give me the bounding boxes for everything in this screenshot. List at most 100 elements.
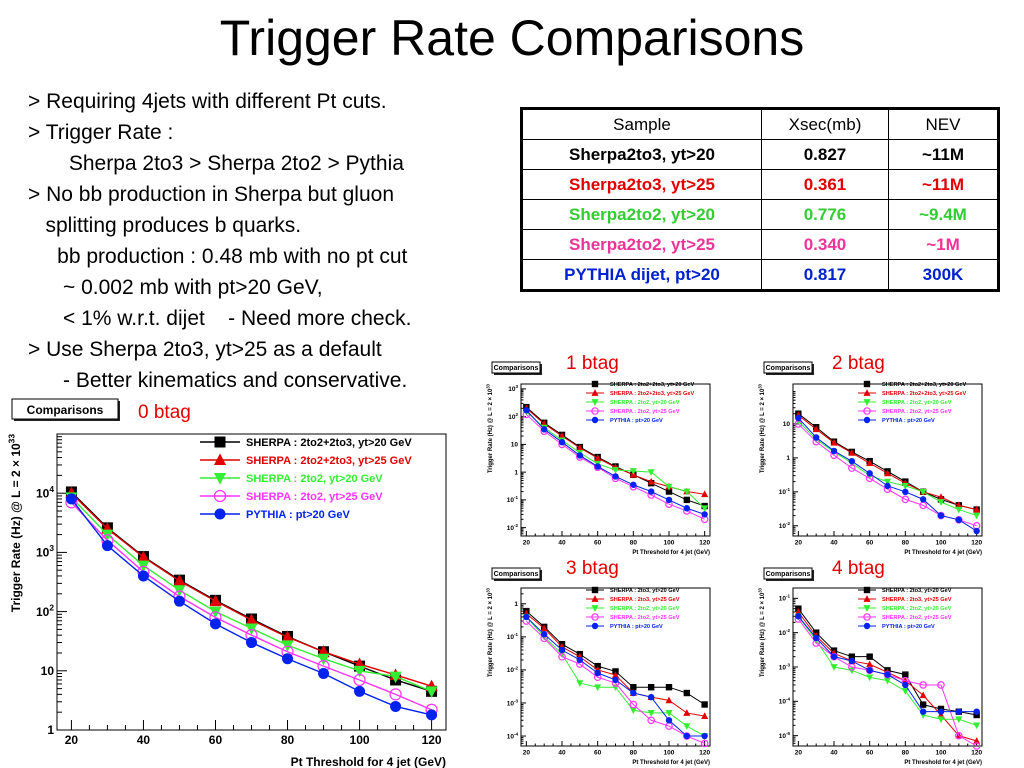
marker-square — [866, 653, 873, 660]
y-tick-label: 10 — [511, 442, 519, 449]
marker-triangle-up — [866, 459, 874, 467]
marker-circle — [830, 447, 838, 455]
y-tick-label: 1 — [786, 455, 790, 462]
table-cell: 0.340 — [761, 229, 889, 260]
marker-triangle-down — [863, 399, 871, 406]
table-cell: ~1M — [888, 229, 999, 260]
comparisons-box-label: Comparisons — [494, 365, 539, 372]
y-tick-label: 10-1 — [507, 495, 519, 504]
cross-section-table: Sample Xsec(mb) NEV Sherpa2to3, yt>20 0.… — [520, 107, 1000, 292]
comparisons-box-label: Comparisons — [494, 571, 539, 578]
series-2 — [65, 492, 438, 698]
marker-circle — [795, 613, 802, 620]
marker-circle — [795, 414, 802, 422]
marker-triangle-up — [812, 425, 820, 433]
y-tick-label: 102 — [36, 602, 54, 618]
marker-triangle-down — [866, 674, 874, 682]
marker-circle — [612, 473, 619, 480]
legend-entry: SHERPA : 2to2, yt>25 GeV — [610, 409, 680, 415]
marker-triangle-down — [591, 399, 599, 406]
y-tick-label: 10-5 — [779, 731, 791, 740]
legend-entry: PYTHIA : pt>20 GeV — [610, 624, 663, 630]
marker-circle — [902, 488, 909, 496]
trigger-rate-plot-1btag: Comparisons 20 40 60 80 100 120 10-2 10-1 1 10 102 1… — [485, 361, 711, 556]
table-row: Sherpa2to2, yt>20 0.776 ~9.4M — [521, 199, 999, 230]
marker-triangle-down — [955, 716, 963, 724]
marker-triangle-up — [794, 608, 802, 615]
series-line — [70, 496, 432, 692]
marker-circle-open — [389, 688, 402, 701]
marker-triangle-down — [937, 499, 945, 506]
marker-circle — [354, 685, 366, 697]
marker-circle — [137, 570, 149, 582]
marker-circle-open — [647, 716, 655, 725]
marker-circle — [919, 496, 927, 503]
marker-triangle-up — [540, 624, 548, 632]
marker-circle-open — [901, 495, 910, 504]
marker-circle — [558, 646, 566, 654]
table-cell: Sherpa2to2, yt>25 — [521, 229, 762, 260]
marker-circle — [683, 732, 691, 740]
marker-triangle-down — [973, 512, 981, 520]
table-cell: ~11M — [888, 169, 999, 200]
marker-triangle-down — [901, 688, 909, 695]
marker-triangle-down — [647, 710, 655, 717]
x-tick-label: 120 — [971, 750, 982, 757]
legend-entry: SHERPA : 2to2, yt>25 GeV — [246, 491, 383, 503]
marker-circle — [955, 708, 963, 715]
marker-circle — [540, 426, 548, 433]
table-header-cell: Xsec(mb) — [761, 108, 889, 140]
table-cell: 300K — [888, 259, 999, 291]
marker-triangle-down — [389, 671, 402, 684]
table-row: Sherpa2to2, yt>25 0.340 ~1M — [521, 229, 999, 260]
comparisons-box — [763, 567, 813, 580]
marker-circle — [630, 689, 637, 697]
bullet-line: < 1% w.r.t. dijet - Need more check. — [28, 307, 412, 330]
marker-triangle-down — [353, 665, 366, 678]
series-line — [526, 411, 705, 509]
marker-triangle-up — [973, 505, 981, 513]
legend-entry: SHERPA : 2to3, yt>25 GeV — [610, 597, 680, 603]
marker-triangle-down — [901, 482, 909, 490]
series-3 — [65, 496, 438, 716]
marker-triangle-up — [955, 501, 963, 509]
y-axis-title: Trigger Rate (Hz) @ L = 2 × 1033 — [757, 383, 766, 473]
trigger-rate-plot-4btag: Comparisons 20 40 60 80 100 120 10-5 10-4 10-3 10-… — [757, 567, 983, 766]
marker-triangle-down — [973, 722, 981, 730]
marker-square — [683, 689, 691, 697]
series-0 — [795, 605, 980, 719]
marker-triangle-down — [629, 707, 637, 715]
marker-circle — [884, 482, 891, 490]
x-tick-label: 60 — [594, 750, 602, 757]
plot-label-0btag: 0 btag — [138, 402, 191, 423]
marker-triangle-down — [665, 710, 673, 717]
marker-circle — [937, 708, 945, 715]
legend-entry: SHERPA : 2to2, yt>20 GeV — [246, 473, 383, 485]
y-tick-label: 10-2 — [779, 521, 791, 530]
x-tick-label: 100 — [936, 540, 947, 547]
marker-triangle-up — [173, 574, 186, 586]
marker-triangle-up — [973, 737, 981, 744]
marker-triangle-down — [883, 677, 892, 685]
legend-entry: SHERPA : 2to2, yt>25 GeV — [882, 615, 952, 621]
x-axis-title: Pt Threshold for 4 jet (GeV) — [632, 550, 710, 556]
legend-entry: PYTHIA : pt>20 GeV — [882, 418, 935, 424]
x-tick-label: 80 — [902, 540, 910, 547]
series-0 — [523, 607, 708, 708]
bullet-line: > No bb production in Sherpa but gluon — [28, 183, 395, 206]
plot-label-4btag: 4 btag — [832, 558, 885, 579]
marker-square — [214, 436, 226, 448]
marker-circle-open — [591, 407, 599, 415]
y-axis-title: Trigger Rate (Hz) @ L = 2 × 1033 — [485, 383, 494, 473]
series-4 — [523, 613, 708, 740]
series-4 — [795, 613, 980, 715]
marker-circle — [701, 511, 708, 518]
bullet-line: Sherpa 2to3 > Sherpa 2to2 > Pythia — [28, 152, 404, 175]
legend-entry: SHERPA : 2to2, yt>20 GeV — [882, 606, 952, 612]
legend-entry: SHERPA : 2to2, yt>20 GeV — [610, 400, 680, 406]
bullet-line: > Use Sherpa 2to3, yt>25 as a default — [28, 338, 382, 361]
marker-circle — [866, 470, 873, 477]
marker-circle — [540, 631, 548, 638]
marker-circle-open — [863, 613, 871, 621]
plot-label-2btag: 2 btag — [832, 353, 885, 374]
